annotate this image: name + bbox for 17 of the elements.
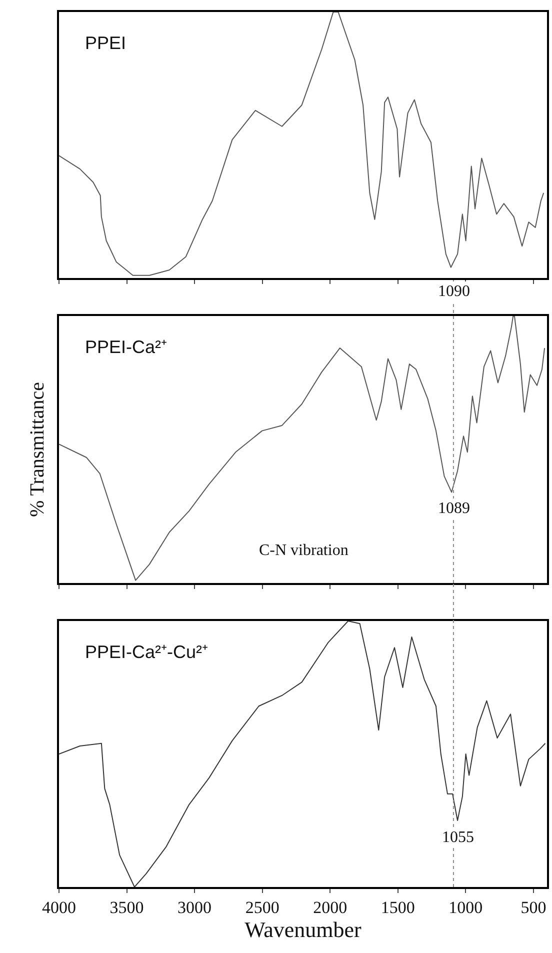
x-tick-label: 2000 (313, 898, 348, 918)
x-tick-label: 3000 (178, 898, 212, 918)
x-tick-label: 500 (520, 898, 546, 918)
x-tick-label: 2500 (245, 898, 280, 918)
y-axis-title: % Transmittance (26, 382, 48, 517)
x-tick-label: 1000 (448, 898, 483, 918)
text: PPEI-Ca²⁺ (85, 337, 168, 357)
text: PPEI-Ca²⁺-Cu²⁺ (85, 642, 208, 662)
x-tick-label: 4000 (42, 898, 76, 918)
text: PPEI (85, 33, 126, 53)
text: 1090 (438, 283, 470, 300)
x-tick-label: 3500 (110, 898, 144, 918)
x-tick-label: 1500 (380, 898, 415, 918)
annotation: C-N vibration (259, 542, 348, 559)
annotation: 1089 (438, 500, 470, 517)
x-axis-title: Wavenumber (244, 917, 362, 942)
annotation: 1055 (442, 829, 474, 846)
